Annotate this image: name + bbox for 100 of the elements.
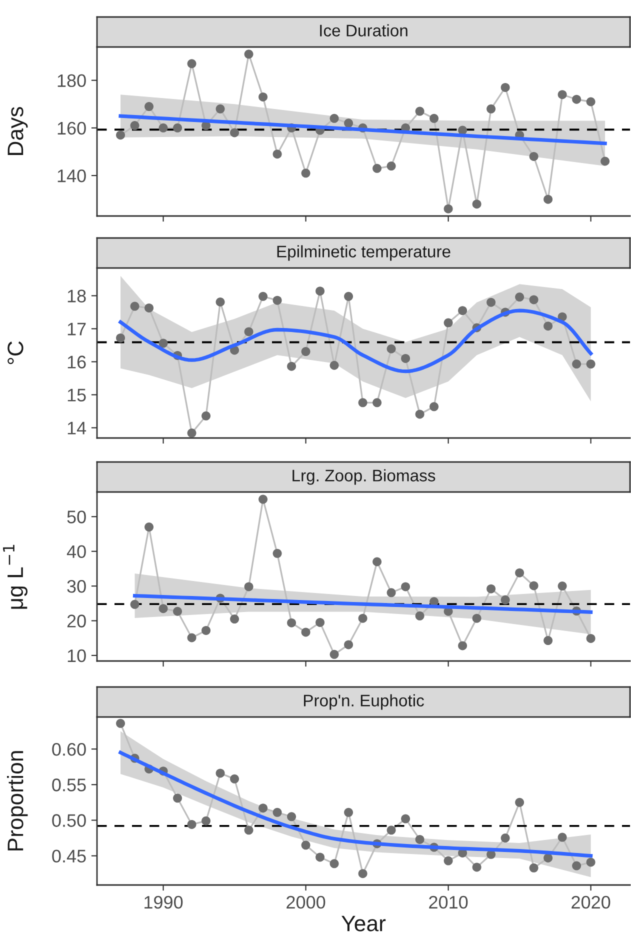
point: [330, 360, 339, 370]
point: [486, 104, 496, 114]
point: [344, 808, 354, 817]
point: [216, 298, 225, 306]
chart-title: Lrg. Zoop. Biomass: [292, 469, 436, 485]
point: [258, 804, 268, 813]
point: [230, 128, 240, 138]
point: [144, 303, 154, 312]
point: [529, 152, 538, 161]
point: [430, 114, 439, 123]
point: [216, 768, 225, 778]
point: [301, 840, 310, 850]
point: [158, 604, 168, 614]
y-tick-label: 18: [68, 290, 86, 302]
point: [558, 90, 567, 100]
point: [401, 354, 410, 363]
point: [316, 618, 325, 627]
point: [372, 398, 382, 408]
point: [287, 362, 296, 371]
y-axis-title: Proportion: [6, 751, 28, 850]
point: [116, 718, 126, 728]
y-tick-label: 160: [58, 122, 86, 135]
point: [572, 360, 582, 369]
point: [600, 156, 610, 166]
point: [344, 118, 354, 128]
y-tick-label: 17: [68, 322, 86, 336]
point: [529, 581, 538, 590]
point: [415, 834, 424, 844]
y-tick-label: 30: [67, 580, 86, 593]
point: [586, 97, 596, 106]
x-tick-label: 2000: [286, 896, 326, 909]
point: [444, 204, 453, 214]
y-tick-label: 15: [68, 388, 86, 402]
point: [486, 584, 496, 594]
point: [244, 826, 254, 835]
point: [515, 292, 524, 302]
point: [158, 338, 168, 348]
y-tick-label: 14: [68, 422, 86, 434]
point: [272, 548, 282, 558]
point: [244, 327, 254, 336]
y-tick-label: 16: [68, 356, 86, 368]
y-tick-label: 140: [58, 169, 86, 182]
point: [287, 618, 296, 628]
point: [415, 106, 424, 116]
point: [458, 306, 468, 316]
point: [130, 600, 140, 609]
point: [544, 853, 553, 862]
point: [301, 168, 310, 178]
y-axis-title: Days: [8, 106, 28, 155]
point: [330, 859, 339, 868]
point: [187, 428, 196, 438]
point: [187, 59, 196, 68]
point: [144, 102, 154, 112]
point: [472, 200, 482, 209]
point: [430, 402, 439, 412]
point: [230, 774, 240, 784]
point: [500, 834, 510, 843]
point: [572, 861, 582, 870]
point: [258, 92, 268, 102]
point: [415, 410, 424, 419]
point: [216, 104, 225, 114]
point: [202, 626, 211, 635]
point: [401, 814, 410, 824]
point: [244, 50, 254, 59]
point: [515, 568, 524, 578]
point: [173, 606, 182, 616]
point: [358, 398, 368, 408]
chart-title: Ice Duration: [320, 24, 408, 36]
y-tick-label: 180: [58, 74, 86, 88]
point: [202, 411, 211, 420]
point: [187, 820, 196, 829]
point: [529, 863, 538, 872]
point: [472, 862, 482, 872]
point: [572, 94, 582, 104]
point: [330, 114, 339, 123]
point: [344, 640, 354, 650]
point: [330, 650, 339, 659]
point: [472, 614, 482, 623]
x-tick-label: 2010: [429, 896, 468, 909]
point: [316, 852, 325, 862]
point: [244, 582, 254, 592]
point: [544, 636, 553, 646]
y-axis-title: °C: [8, 341, 24, 364]
point: [386, 162, 396, 171]
point: [386, 826, 396, 835]
point: [258, 292, 268, 301]
point: [486, 298, 496, 307]
chart-title: Prop'n. Euphotic: [304, 694, 424, 710]
point: [272, 150, 282, 159]
point: [173, 794, 182, 803]
x-tick-label: 1990: [144, 896, 183, 909]
x-tick-label: 2020: [572, 896, 610, 909]
point: [372, 557, 382, 566]
point: [144, 522, 154, 532]
point: [230, 614, 240, 624]
point: [544, 322, 553, 331]
point: [344, 292, 354, 301]
point: [386, 344, 396, 354]
point: [544, 194, 553, 204]
point: [586, 634, 596, 643]
